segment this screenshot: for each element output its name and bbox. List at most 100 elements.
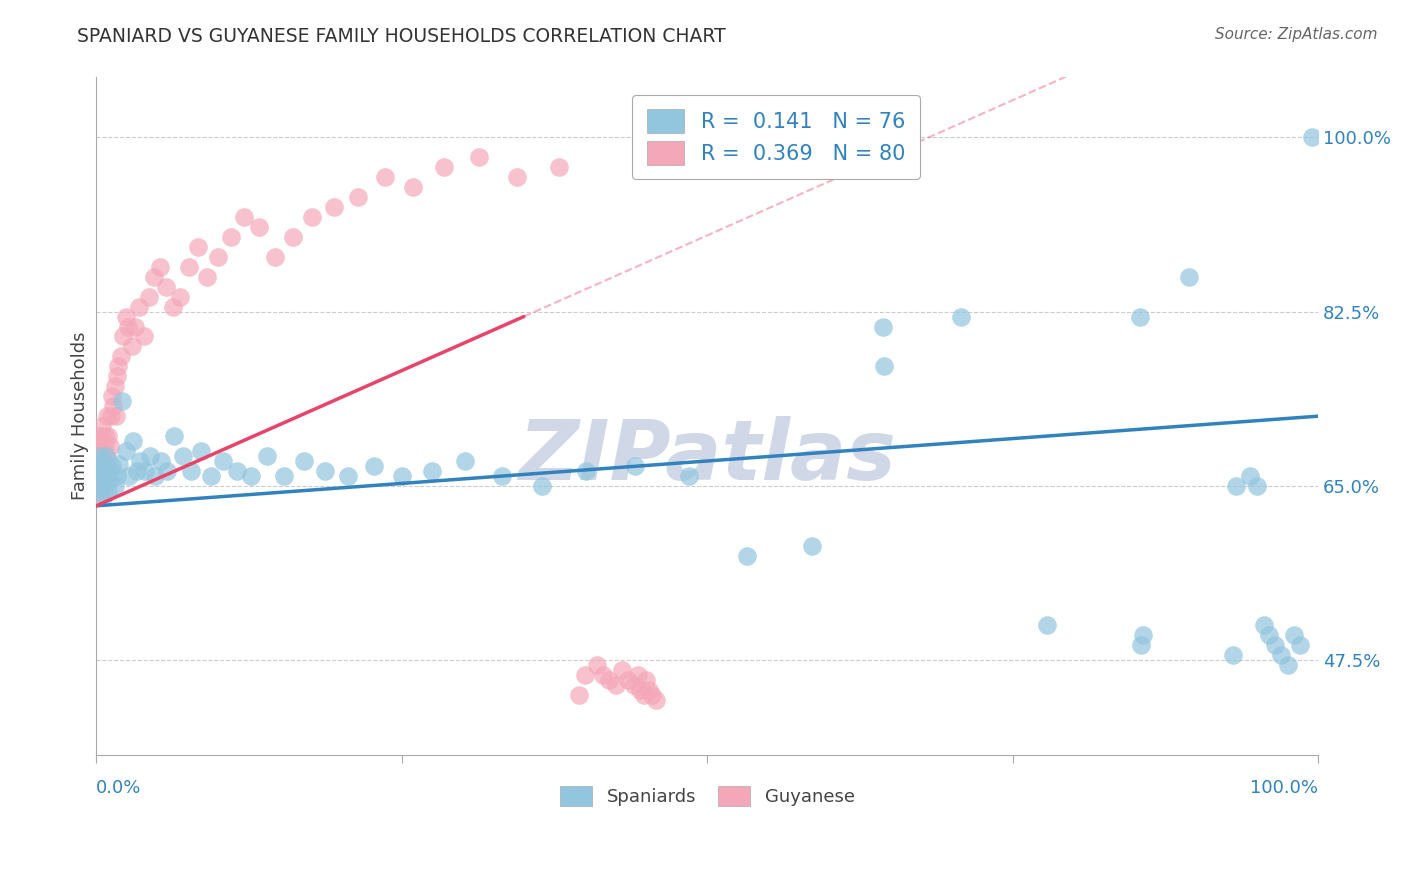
Point [86, 479, 108, 493]
Text: 0.0%: 0.0% [96, 779, 142, 797]
Point [1282, 628, 1305, 642]
Point [548, 160, 571, 174]
Point [94, 458, 117, 473]
Point [93, 458, 115, 473]
Point [93, 489, 115, 503]
Text: ZIPatlas: ZIPatlas [519, 417, 896, 498]
Point [93, 469, 115, 483]
Point [637, 683, 659, 698]
Point [91, 454, 114, 468]
Point [91, 469, 114, 483]
Y-axis label: Family Households: Family Households [72, 332, 89, 500]
Point [420, 464, 443, 478]
Point [94, 469, 117, 483]
Point [91, 439, 114, 453]
Point [90, 449, 112, 463]
Point [105, 469, 128, 483]
Point [156, 464, 179, 478]
Point [142, 269, 165, 284]
Point [96, 449, 118, 463]
Point [87, 469, 110, 483]
Point [374, 170, 396, 185]
Point [273, 469, 295, 483]
Point [636, 673, 658, 688]
Point [103, 479, 125, 493]
Point [91, 419, 114, 434]
Point [97, 474, 120, 488]
Text: Source: ZipAtlas.com: Source: ZipAtlas.com [1215, 27, 1378, 42]
Point [93, 458, 115, 473]
Point [219, 230, 242, 244]
Point [87, 429, 110, 443]
Point [149, 260, 172, 274]
Point [87, 449, 110, 463]
Point [107, 359, 129, 374]
Point [801, 539, 824, 553]
Point [1288, 638, 1310, 652]
Point [105, 369, 128, 384]
Point [402, 180, 425, 194]
Point [575, 464, 598, 478]
Point [125, 464, 148, 478]
Point [93, 464, 115, 478]
Point [1222, 648, 1244, 663]
Point [737, 549, 759, 563]
Point [505, 170, 527, 185]
Point [1258, 628, 1281, 642]
Point [363, 458, 385, 473]
Point [626, 668, 648, 682]
Point [391, 469, 413, 483]
Point [143, 469, 166, 483]
Point [155, 279, 177, 293]
Point [1225, 479, 1247, 493]
Point [172, 449, 194, 463]
Text: SPANIARD VS GUYANESE FAMILY HOUSEHOLDS CORRELATION CHART: SPANIARD VS GUYANESE FAMILY HOUSEHOLDS C… [77, 27, 725, 45]
Point [180, 464, 202, 478]
Point [100, 409, 122, 424]
Point [586, 658, 609, 673]
Point [177, 260, 200, 274]
Point [1270, 648, 1292, 663]
Point [162, 300, 184, 314]
Point [118, 469, 141, 483]
Point [598, 673, 620, 688]
Point [467, 150, 489, 164]
Point [108, 457, 131, 471]
Point [169, 290, 191, 304]
Point [610, 663, 633, 677]
Point [124, 319, 146, 334]
Point [592, 668, 614, 682]
Point [163, 429, 186, 443]
Point [86, 458, 108, 473]
Point [454, 454, 477, 468]
Point [90, 483, 112, 498]
Point [121, 434, 143, 448]
Point [190, 444, 212, 458]
Point [491, 469, 513, 483]
Point [233, 210, 256, 224]
Point [292, 454, 315, 468]
Point [678, 469, 700, 483]
Point [628, 683, 651, 698]
Point [100, 469, 122, 483]
Point [1129, 638, 1152, 652]
Point [97, 429, 120, 443]
Point [129, 454, 152, 468]
Point [247, 219, 270, 234]
Point [1246, 479, 1268, 493]
Point [89, 489, 111, 503]
Point [301, 210, 323, 224]
Point [89, 474, 111, 488]
Point [1264, 638, 1286, 652]
Point [633, 688, 655, 702]
Point [872, 319, 894, 334]
Point [101, 458, 124, 473]
Point [91, 479, 114, 493]
Point [93, 429, 115, 443]
Point [101, 389, 124, 403]
Text: 100.0%: 100.0% [1250, 779, 1319, 797]
Point [93, 479, 115, 493]
Legend: Spaniards, Guyanese: Spaniards, Guyanese [553, 779, 862, 814]
Point [104, 409, 127, 424]
Point [96, 409, 118, 424]
